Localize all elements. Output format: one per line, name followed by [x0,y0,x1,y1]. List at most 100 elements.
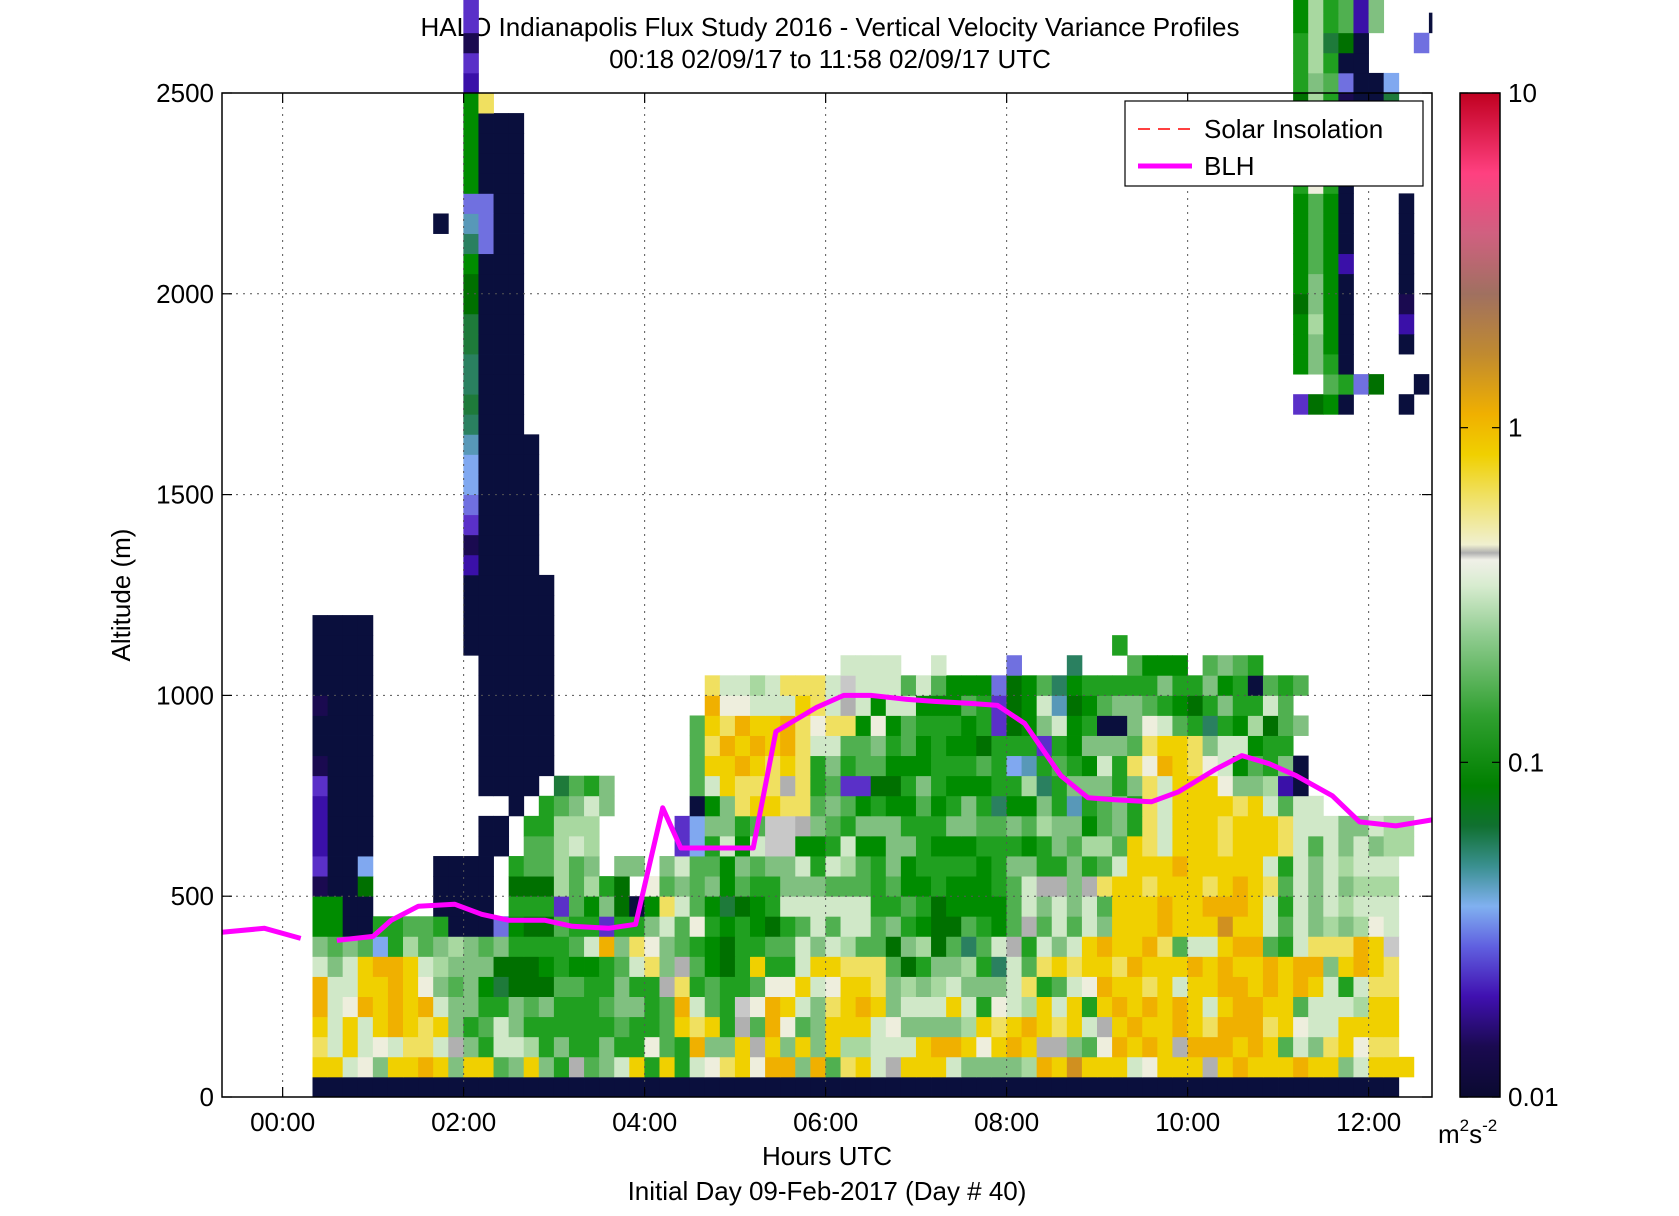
heatmap-cell [1066,655,1083,676]
heatmap-cell [825,936,841,957]
heatmap-cell [403,936,419,957]
heatmap-cell [1217,715,1234,736]
heatmap-cell [719,996,736,1018]
heatmap-cell [312,936,328,957]
heatmap-cell [1036,976,1053,997]
heatmap-cell [523,896,540,917]
heatmap-cell [765,1016,781,1038]
heatmap-cell [1232,856,1249,877]
heatmap-cell [1293,354,1309,375]
heatmap-cell [433,213,449,234]
heatmap-cell [976,916,992,937]
heatmap-cell [538,795,555,817]
heatmap-cell [1262,1056,1279,1078]
heatmap-cell [1247,735,1264,757]
heatmap-cell [1338,916,1354,937]
heatmap-cell [1112,1036,1128,1058]
heatmap-cell [463,133,479,154]
heatmap-cell [1036,675,1053,696]
heatmap-cell [900,835,917,857]
heatmap-cell [1127,835,1143,857]
heatmap-cell [1066,1056,1083,1078]
heatmap-cell [478,333,494,355]
heatmap-cell [885,675,902,696]
heatmap-cell [463,293,479,315]
heatmap-cell [1247,916,1264,937]
x-axis-label: Hours UTC [762,1141,892,1171]
heatmap-cell [946,916,962,937]
heatmap-cell [478,695,494,716]
heatmap-cell [508,113,525,134]
heatmap-cell [765,896,781,917]
heatmap-cell [553,1056,570,1078]
heatmap-cell [1217,996,1234,1018]
heatmap-cell [674,856,691,877]
heatmap-cell [433,956,449,977]
heatmap-cell [1202,655,1219,676]
heatmap-cell [1293,675,1309,696]
heatmap-cell [327,856,344,877]
heatmap-cell [1323,72,1339,94]
heatmap-cell [1368,1056,1385,1078]
heatmap-cell [946,896,962,917]
heatmap-cell [508,494,525,516]
heatmap-cell [1278,835,1294,857]
heatmap-cell [1157,1076,1173,1098]
heatmap-cell [342,1036,359,1058]
heatmap-cell [523,1016,540,1038]
heatmap-cell [463,936,479,957]
heatmap-cell [810,996,826,1018]
heatmap-cell [750,996,766,1018]
heatmap-cell [1066,695,1083,716]
heatmap-cell [795,856,811,877]
heatmap-cell [1308,1056,1324,1078]
heatmap-cell [915,1056,932,1078]
heatmap-cell [780,956,796,977]
heatmap-cell [493,936,510,957]
heatmap-cell [523,574,540,596]
heatmap-cell [463,374,479,395]
heatmap-cell [327,996,344,1018]
heatmap-cell [689,916,706,937]
heatmap-cell [508,454,525,475]
heatmap-cell [900,1036,917,1058]
heatmap-cell [1247,675,1264,696]
heatmap-cell [1097,876,1113,897]
heatmap-cell [599,795,615,817]
heatmap-cell [1323,394,1339,415]
heatmap-cell [840,936,857,957]
heatmap-cell [976,896,992,917]
heatmap-cell [614,1036,630,1058]
heatmap-cell [1308,795,1324,817]
heatmap-cell [1051,815,1068,837]
heatmap-cell [538,896,555,917]
heatmap-cell [568,1016,585,1038]
heatmap-cell [1368,916,1385,937]
heatmap-cell [493,514,510,536]
heatmap-cell [931,856,947,877]
heatmap-cell [704,735,721,757]
heatmap-cell [463,213,479,234]
heatmap-cell [1308,1076,1324,1098]
heatmap-cell [478,394,494,415]
heatmap-cell [961,775,977,797]
heatmap-cell [915,996,932,1018]
heatmap-cell [599,976,615,997]
heatmap-cell [1353,1056,1369,1078]
heatmap-cell [523,695,540,716]
heatmap-cell [523,835,540,857]
heatmap-cell [1398,193,1415,214]
heatmap-cell [900,755,917,777]
heatmap-cell [991,835,1007,857]
heatmap-cell [1353,976,1369,997]
heatmap-cell [1202,1036,1219,1058]
heatmap-cell [915,1036,932,1058]
heatmap-cell [931,1036,947,1058]
heatmap-cell [463,574,479,596]
heatmap-cell [1323,936,1339,957]
heatmap-cell [1112,755,1128,777]
heatmap-cell [734,1016,751,1038]
heatmap-cell [976,795,992,817]
heatmap-cell [478,936,494,957]
heatmap-cell [1308,213,1324,234]
